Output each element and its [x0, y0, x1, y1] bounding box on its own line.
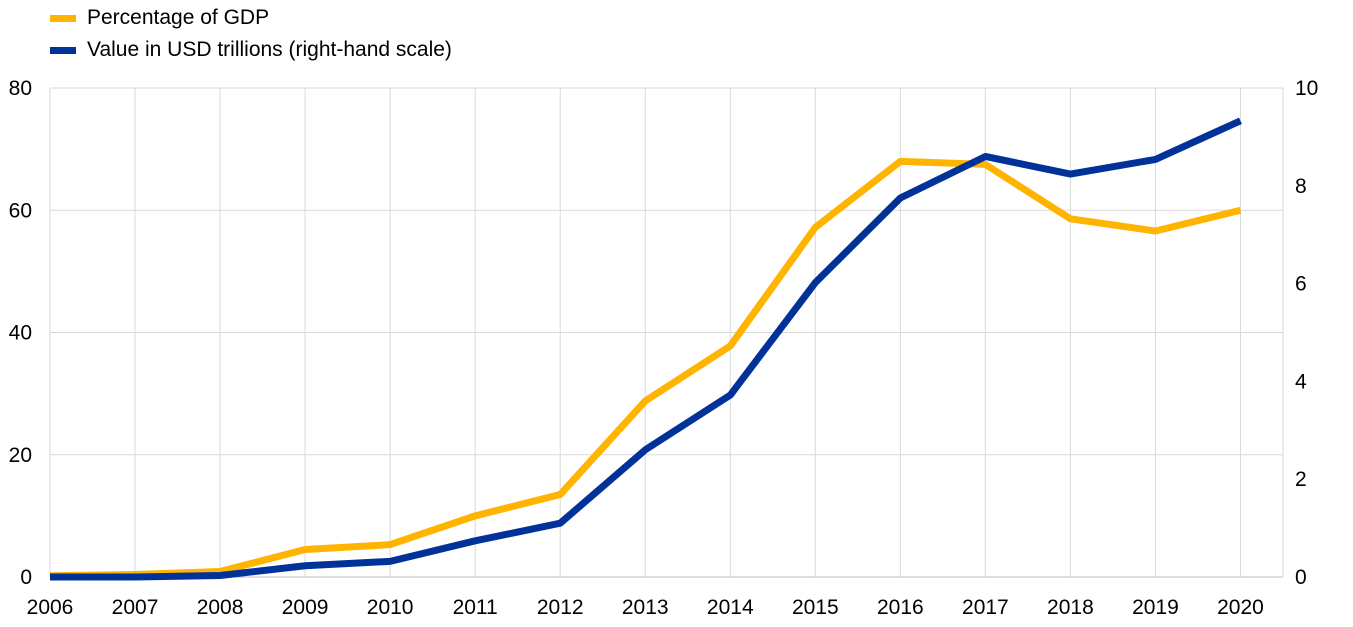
x-tick-label: 2010	[367, 596, 414, 619]
x-tick-label: 2008	[197, 596, 244, 619]
legend-label-gdp: Percentage of GDP	[87, 6, 270, 29]
x-tick-label: 2020	[1217, 596, 1264, 619]
x-tick-label: 2011	[453, 596, 498, 619]
y-left-tick-label: 60	[9, 199, 32, 222]
legend-label-usd: Value in USD trillions (right-hand scale…	[87, 38, 452, 61]
legend-swatch-gdp	[50, 14, 76, 22]
x-tick-label: 2016	[877, 596, 924, 619]
y-left-tick-label: 20	[9, 444, 32, 467]
y-left-tick-label: 80	[9, 77, 32, 100]
x-tick-label: 2015	[792, 596, 839, 619]
y-left-tick-label: 40	[9, 322, 32, 345]
y-right-tick-label: 6	[1295, 273, 1307, 296]
x-tick-label: 2012	[537, 596, 584, 619]
x-tick-label: 2007	[112, 596, 159, 619]
x-tick-label: 2013	[622, 596, 669, 619]
y-right-tick-label: 4	[1295, 370, 1307, 393]
series-line-usd	[50, 117, 1242, 581]
series-line-gdp	[49, 157, 1242, 580]
chart-legend: Percentage of GDP Value in USD trillions…	[50, 2, 452, 66]
legend-item-usd: Value in USD trillions (right-hand scale…	[50, 34, 452, 66]
x-tick-label: 2017	[962, 596, 1009, 619]
x-tick-label: 2009	[282, 596, 329, 619]
x-tick-label: 2006	[27, 596, 74, 619]
legend-item-gdp: Percentage of GDP	[50, 2, 452, 34]
y-right-tick-label: 2	[1295, 468, 1307, 491]
y-right-tick-label: 10	[1295, 77, 1318, 100]
legend-swatch-usd	[50, 46, 76, 54]
x-tick-label: 2018	[1047, 596, 1094, 619]
x-tick-label: 2014	[707, 596, 754, 619]
x-tick-label: 2019	[1132, 596, 1179, 619]
y-right-tick-label: 8	[1295, 175, 1307, 198]
y-left-tick-label: 0	[20, 566, 32, 589]
y-right-tick-label: 0	[1295, 566, 1307, 589]
